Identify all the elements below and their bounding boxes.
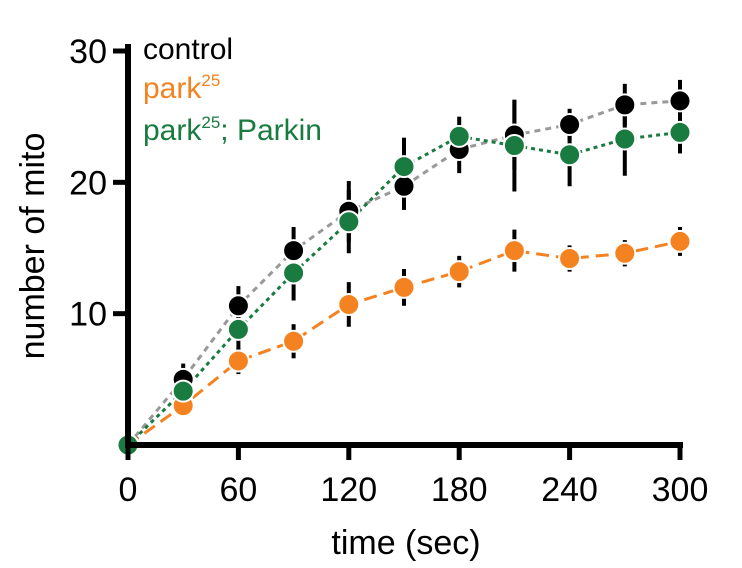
legend-entry-suffix: ; Parkin — [220, 114, 322, 147]
legend-entry-base: park — [143, 114, 202, 147]
data-point-series-1 — [447, 260, 471, 284]
ticks: 0 60 120 180 240 300 10 20 30 — [69, 33, 708, 509]
data-point-series-0 — [392, 174, 416, 198]
x-tick-label: 120 — [320, 471, 377, 509]
data-points — [116, 89, 692, 457]
x-tick-label: 300 — [652, 471, 709, 509]
legend-entry-superscript: 25 — [201, 113, 220, 132]
data-point-series-0 — [558, 113, 582, 137]
series-line-0 — [126, 99, 681, 446]
data-point-series-2 — [502, 134, 526, 158]
data-point-series-0 — [282, 239, 306, 263]
data-point-series-1 — [558, 247, 582, 271]
legend-entry-base: control — [143, 33, 233, 66]
legend-entry-1: park25 — [143, 71, 220, 105]
legend-entry-base: park — [143, 72, 202, 105]
y-axis-label: number of mito — [14, 133, 52, 360]
data-point-series-1 — [392, 275, 416, 299]
data-point-series-1 — [226, 349, 250, 373]
data-point-series-1 — [613, 241, 637, 265]
data-point-series-2 — [668, 120, 692, 144]
x-tick-label: 240 — [541, 471, 598, 509]
data-point-series-0 — [613, 93, 637, 117]
series-layer — [116, 79, 692, 457]
data-point-series-0 — [226, 294, 250, 318]
data-point-series-1 — [668, 229, 692, 253]
x-tick-label: 0 — [119, 471, 138, 509]
data-point-series-2 — [171, 379, 195, 403]
legend-entry-0: control — [143, 33, 233, 66]
axes: 0 60 120 180 240 300 10 20 30 time (sec) number … — [14, 33, 708, 562]
data-point-series-2 — [447, 124, 471, 148]
data-point-series-1 — [337, 292, 361, 316]
y-tick-label: 30 — [69, 33, 107, 71]
y-tick-label: 10 — [69, 296, 107, 334]
data-point-series-2 — [558, 143, 582, 167]
data-point-series-2 — [282, 261, 306, 285]
x-tick-label: 180 — [431, 471, 488, 509]
data-point-series-2 — [613, 127, 637, 151]
data-point-series-0 — [668, 89, 692, 113]
data-point-series-2 — [226, 317, 250, 341]
data-point-series-2 — [392, 155, 416, 179]
x-tick-label: 60 — [219, 471, 257, 509]
x-axis-label: time (sec) — [331, 524, 480, 562]
data-point-series-2 — [337, 210, 361, 234]
data-point-series-1 — [502, 239, 526, 263]
y-tick-label: 20 — [69, 164, 107, 202]
legend-entry-2: park25; Parkin — [143, 113, 322, 147]
data-point-series-1 — [282, 329, 306, 353]
legend-entry-superscript: 25 — [201, 71, 220, 90]
